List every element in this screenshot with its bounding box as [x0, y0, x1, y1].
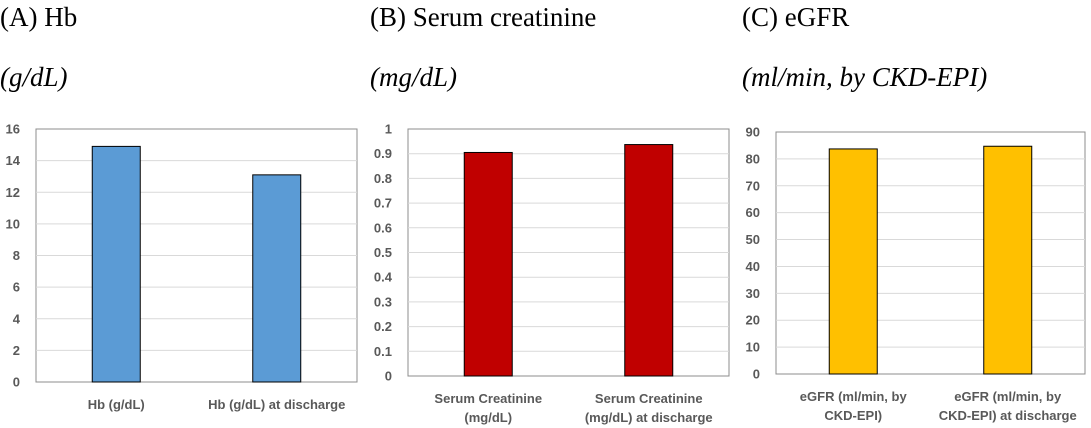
chart-1-category-label-1: Serum Creatinine: [595, 391, 703, 406]
chart-0-ytick-label: 8: [13, 248, 20, 263]
chart-0-ytick-label: 6: [13, 280, 20, 295]
chart-2-ytick-label: 50: [746, 232, 760, 247]
chart-1-ytick-label: 0.6: [374, 220, 392, 235]
chart-0-ytick-label: 14: [6, 153, 21, 168]
chart-2-ytick-label: 80: [746, 151, 760, 166]
chart-2-ytick-label: 40: [746, 259, 760, 274]
chart-0-ytick-label: 0: [13, 375, 20, 390]
chart-0-category-label-0: Hb (g/dL): [88, 397, 145, 412]
chart-0-ytick-label: 2: [13, 343, 20, 358]
chart-2-category-label-1: eGFR (ml/min, by: [954, 389, 1062, 404]
chart-0-ytick-label: 4: [13, 311, 21, 326]
chart-1-category-label-0: Serum Creatinine: [434, 391, 542, 406]
chart-1-ytick-label: 0.9: [374, 146, 392, 161]
chart-2-ytick-label: 70: [746, 178, 760, 193]
chart-2-plot-frame: [775, 131, 1086, 375]
chart-0-ytick-label: 16: [6, 122, 20, 137]
chart-1-category-label-1: (mg/dL) at discharge: [585, 410, 713, 425]
panel-c-title: (C) eGFR: [742, 2, 850, 32]
chart-0-bar-1: [252, 174, 302, 383]
chart-2-ytick-label: 10: [746, 340, 760, 355]
chart-2-ytick-label: 90: [746, 125, 760, 140]
chart-1-ytick-label: 0.7: [374, 196, 392, 211]
chart-1-ytick-label: 0.5: [374, 245, 392, 260]
chart-2-category-label-1: CKD-EPI) at discharge: [939, 408, 1077, 423]
chart-1-bar-0: [463, 151, 513, 377]
chart-2-ytick-label: 60: [746, 205, 760, 220]
chart-2-ytick-label: 20: [746, 313, 760, 328]
chart-1-ytick-label: 0: [385, 369, 392, 384]
chart-2-bar-0: [828, 148, 878, 375]
chart-1-ytick-label: 0.8: [374, 171, 392, 186]
panel-b-unit: (mg/dL): [370, 62, 457, 92]
chart-2-category-label-0: CKD-EPI): [824, 408, 882, 423]
chart-1-ytick-label: 0.2: [374, 319, 392, 334]
chart-0-ytick-label: 12: [6, 185, 20, 200]
chart-1-ytick-label: 0.4: [374, 270, 393, 285]
panel-a-title: (A) Hb: [0, 2, 78, 32]
chart-2-category-label-0: eGFR (ml/min, by: [800, 389, 908, 404]
chart-1-ytick-label: 0.1: [374, 344, 392, 359]
panel-c-unit: (ml/min, by CKD-EPI): [742, 62, 988, 92]
panel-b-title: (B) Serum creatinine: [370, 2, 597, 32]
chart-1-category-label-0: (mg/dL): [464, 410, 512, 425]
chart-2-bar-1: [983, 145, 1033, 375]
chart-2-ytick-label: 30: [746, 286, 760, 301]
chart-1-bar-1: [624, 144, 674, 377]
panel-a-unit: (g/dL): [0, 62, 68, 92]
chart-0-bar-0: [91, 145, 141, 383]
chart-0-category-label-1: Hb (g/dL) at discharge: [208, 397, 345, 412]
chart-2-ytick-label: 0: [753, 367, 760, 382]
chart-0-ytick-label: 10: [6, 216, 20, 231]
chart-1-ytick-label: 1: [385, 122, 392, 137]
chart-1-ytick-label: 0.3: [374, 294, 392, 309]
